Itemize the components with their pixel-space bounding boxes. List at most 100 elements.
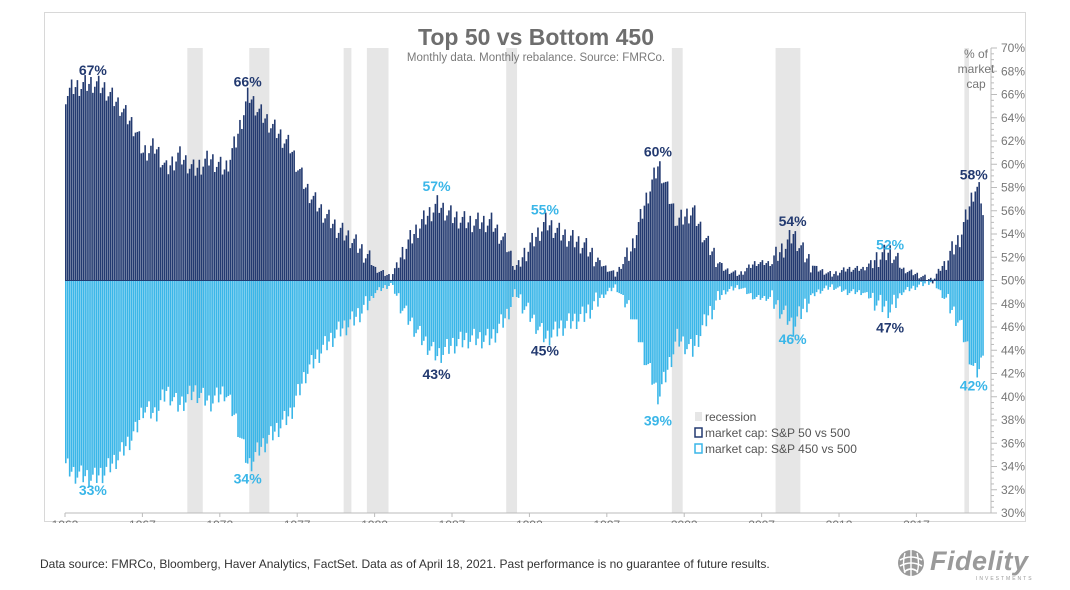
top50-bar <box>759 262 762 281</box>
bottom450-bar <box>751 280 754 300</box>
top50-bar <box>92 92 94 281</box>
top50-bar <box>270 128 272 281</box>
bottom450-bar <box>295 280 297 396</box>
bottom450-bar <box>748 280 750 294</box>
bottom450-bar <box>767 280 770 299</box>
top50-bar <box>248 102 251 281</box>
bottom450-bar <box>99 280 102 468</box>
x-tick-label: 1972 <box>206 518 233 523</box>
top50-bar <box>554 232 557 281</box>
top50-bar <box>794 231 797 281</box>
top50-bar <box>446 215 448 281</box>
top50-bar <box>701 242 704 281</box>
top50-bar <box>813 265 816 281</box>
x-tick-label: 1992 <box>516 518 543 523</box>
bottom450-bar <box>399 280 402 314</box>
top50-bar <box>192 159 195 281</box>
bottom450-bar <box>357 280 359 309</box>
top50-bar <box>506 252 508 281</box>
top50-bar <box>72 94 75 281</box>
bottom450-bar <box>883 280 886 307</box>
top50-bar <box>275 138 278 281</box>
x-tick-label: 1987 <box>439 518 466 523</box>
top50-bar <box>490 212 493 281</box>
bottom450-bar <box>862 280 864 294</box>
top50-bar <box>171 156 174 281</box>
bottom450-bar <box>366 280 369 311</box>
bottom450-bar <box>906 280 909 288</box>
top50-bar <box>715 267 717 281</box>
bottom450-bar <box>980 280 982 358</box>
bottom450-bar <box>697 280 700 347</box>
y-tick-label: 42% <box>1001 367 1025 381</box>
bottom450-bar <box>964 280 967 342</box>
top50-bar <box>217 161 220 281</box>
top50-bar <box>730 272 733 281</box>
top50-bar <box>363 262 365 281</box>
top50-bar <box>430 221 433 281</box>
bottom450-bar <box>208 280 210 396</box>
bottom450-bar <box>929 280 932 283</box>
top50-bar <box>720 263 723 281</box>
bottom450-bar <box>388 280 390 286</box>
bottom450-bar <box>301 280 303 384</box>
bottom450-bar <box>604 280 607 295</box>
legend-label-top50: market cap: S&P 50 vs 500 <box>705 426 851 440</box>
top50-bar <box>959 247 961 281</box>
bottom450-bar <box>229 280 232 395</box>
top50-bar <box>877 267 880 281</box>
top50-bar <box>105 100 108 281</box>
y-label-line: cap <box>966 77 986 91</box>
top50-bar <box>951 241 953 281</box>
top50-bar <box>676 225 679 281</box>
top50-bar <box>860 268 862 281</box>
bottom450-bar <box>910 280 913 289</box>
bottom450-bar <box>306 280 309 374</box>
top50-bar <box>107 96 110 281</box>
bottom450-bar <box>947 280 949 294</box>
bottom450-bar <box>95 280 98 483</box>
bottom450-bar <box>831 280 833 285</box>
top50-bar <box>119 115 121 281</box>
top50-bar <box>103 82 106 281</box>
top50-bar <box>467 222 470 281</box>
bottom450-bar <box>664 280 667 383</box>
top50-bar <box>330 228 332 281</box>
bottom450-bar <box>97 280 100 476</box>
bottom450-bar <box>117 280 119 461</box>
bottom450-bar <box>217 280 220 403</box>
bottom450-bar <box>960 280 963 320</box>
bottom450-bar <box>550 280 553 338</box>
bottom450-bar <box>782 280 785 310</box>
bottom450-bar <box>448 280 450 354</box>
top50-bar <box>587 256 590 281</box>
top50-bar <box>99 93 102 281</box>
bottom450-bar <box>351 280 353 312</box>
bottom450-bar <box>144 280 146 413</box>
bottom450-bar <box>593 280 595 302</box>
bottom450-bar <box>827 280 830 290</box>
x-tick-label: 1997 <box>593 518 620 523</box>
top50-bar <box>306 183 309 281</box>
bottom450-bar <box>902 280 905 293</box>
bottom450-bar <box>370 280 373 296</box>
bottom450-bar <box>343 280 346 321</box>
bottom450-bar <box>790 280 793 318</box>
top50-bar <box>777 260 779 281</box>
top50-bar <box>691 207 694 281</box>
bottom450-bar <box>840 280 843 292</box>
bottom450-bar <box>761 280 764 298</box>
bottom450-bar <box>212 280 214 404</box>
bottom450-bar <box>490 280 493 339</box>
bottom450-bar <box>167 280 170 387</box>
top50-bar <box>825 273 828 281</box>
bottom450-bar <box>496 280 499 334</box>
y-tick-label: 62% <box>1001 134 1025 148</box>
top50-bar <box>395 262 398 281</box>
top50-bar <box>523 247 526 281</box>
top50-bar <box>434 203 437 281</box>
top50-bar <box>452 223 454 281</box>
legend-swatch-recession <box>695 412 702 421</box>
top50-bar <box>837 275 839 281</box>
bottom450-bar <box>409 280 412 322</box>
